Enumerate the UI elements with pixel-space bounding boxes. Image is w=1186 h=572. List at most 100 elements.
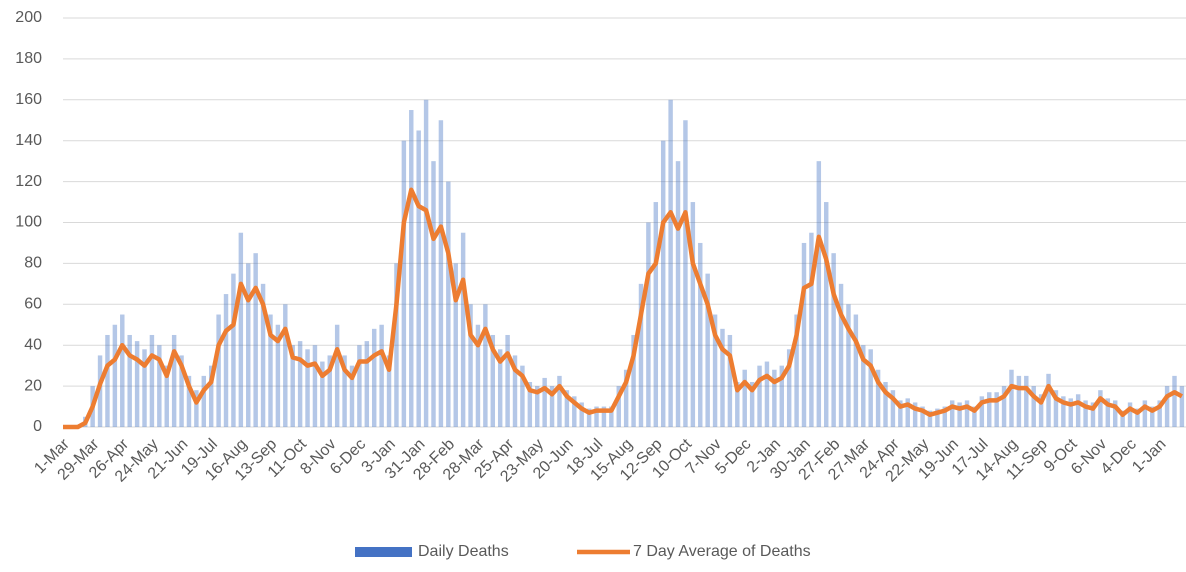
line — [63, 187, 1183, 430]
bar — [994, 392, 999, 427]
bar — [164, 365, 169, 427]
bar — [179, 355, 184, 427]
bar — [875, 369, 881, 427]
bar — [1127, 402, 1133, 427]
bar — [1150, 406, 1155, 427]
bar — [653, 202, 659, 427]
bar — [490, 334, 496, 427]
bar — [905, 398, 910, 427]
bar — [371, 328, 377, 427]
bar — [779, 365, 784, 427]
bar — [801, 242, 807, 427]
bar — [527, 382, 533, 427]
bar — [246, 263, 251, 427]
bar — [868, 349, 873, 427]
bar — [1179, 386, 1185, 427]
bar — [483, 304, 488, 427]
bar — [987, 392, 992, 427]
bar — [683, 120, 688, 427]
bar — [898, 400, 903, 427]
bar — [1068, 398, 1073, 427]
bar — [157, 345, 162, 427]
bar — [231, 273, 236, 427]
bar — [794, 314, 799, 427]
y-tick-label: 80 — [24, 255, 42, 272]
bar — [1164, 386, 1170, 427]
bar — [579, 402, 584, 427]
bar — [853, 314, 859, 427]
bar — [312, 345, 318, 427]
bar — [816, 161, 822, 427]
bar — [320, 361, 325, 427]
bar — [1016, 375, 1022, 427]
bar — [297, 341, 303, 427]
bar — [912, 402, 918, 427]
bar — [757, 365, 762, 427]
bar — [668, 99, 673, 428]
bar — [786, 349, 792, 427]
bar — [149, 334, 155, 427]
bar — [223, 294, 229, 427]
bar — [1090, 402, 1096, 427]
bar — [409, 110, 414, 428]
x-tick-label: 1-Jan — [1129, 436, 1169, 476]
bar — [957, 402, 962, 427]
y-tick-label: 200 — [15, 9, 42, 26]
y-tick-label: 140 — [15, 132, 42, 149]
legend-label: 7 Day Average of Deaths — [633, 543, 811, 560]
bar — [586, 408, 592, 427]
bar — [698, 242, 703, 427]
bar — [1105, 398, 1111, 427]
bar — [357, 345, 362, 427]
bar — [1024, 375, 1029, 427]
bar — [423, 99, 429, 428]
y-tick-label: 120 — [15, 173, 42, 190]
legend-swatch — [355, 547, 412, 557]
bar — [594, 406, 599, 427]
bar — [831, 253, 836, 427]
bar — [446, 181, 451, 427]
bar — [134, 341, 140, 427]
bar — [942, 406, 948, 427]
bar — [283, 304, 288, 427]
bar — [1120, 410, 1125, 427]
bar — [972, 406, 977, 427]
bar — [742, 369, 747, 427]
bar — [364, 341, 370, 427]
y-tick-label: 0 — [33, 418, 42, 435]
bar — [305, 349, 310, 427]
bar — [720, 328, 725, 427]
bar — [764, 361, 770, 427]
y-tick-label: 40 — [24, 336, 42, 353]
bar — [660, 140, 666, 427]
bar — [512, 355, 518, 427]
bar — [890, 390, 896, 427]
bar — [386, 355, 392, 427]
bar — [1135, 408, 1140, 427]
bar — [379, 324, 384, 427]
bar — [171, 334, 177, 427]
bar — [142, 349, 147, 427]
bar — [342, 355, 347, 427]
bar — [535, 386, 540, 427]
bar — [809, 232, 814, 427]
bar — [1098, 390, 1103, 427]
bar — [112, 324, 118, 427]
bar — [861, 345, 866, 427]
bar — [253, 253, 258, 427]
bar — [186, 375, 192, 427]
bar — [727, 334, 733, 427]
bar — [438, 120, 444, 427]
bar — [838, 283, 844, 427]
y-tick-label: 100 — [15, 214, 42, 231]
bar — [1031, 386, 1036, 427]
bar — [1001, 386, 1007, 427]
bar — [1046, 373, 1051, 427]
bar — [216, 314, 221, 427]
bar — [1061, 396, 1066, 427]
bar — [623, 369, 629, 427]
bar — [1172, 375, 1177, 427]
bar — [601, 406, 607, 427]
bar — [1009, 369, 1014, 427]
bar — [1112, 400, 1118, 427]
